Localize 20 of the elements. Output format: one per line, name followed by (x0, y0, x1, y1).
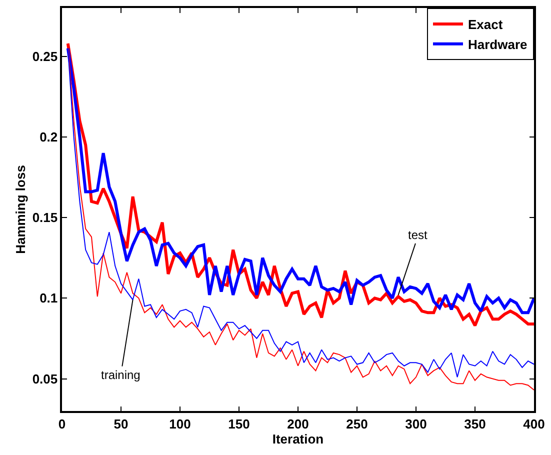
y-axis-title: Hamming loss (12, 165, 28, 254)
y-tick-label: 0.1 (40, 290, 58, 306)
legend-label: Exact (468, 17, 504, 32)
y-tick-label: 0.05 (32, 371, 58, 386)
x-tick-label: 300 (405, 416, 427, 432)
annotation: test (408, 228, 428, 242)
legend-label: Hardware (468, 36, 528, 52)
x-tick-label: 400 (523, 416, 545, 432)
x-axis-title: Iteration (272, 431, 324, 446)
x-tick-label: 350 (464, 416, 486, 432)
x-tick-label: 0 (58, 416, 66, 432)
y-tick-label: 0.2 (40, 130, 58, 145)
annotation: training (101, 368, 140, 382)
y-tick-label: 0.15 (32, 210, 58, 226)
x-tick-label: 200 (287, 416, 309, 432)
x-tick-label: 150 (228, 416, 250, 432)
x-tick-label: 50 (114, 416, 128, 432)
x-tick-label: 100 (169, 416, 191, 432)
x-tick-label: 250 (346, 416, 368, 432)
y-tick-label: 0.25 (32, 48, 58, 64)
